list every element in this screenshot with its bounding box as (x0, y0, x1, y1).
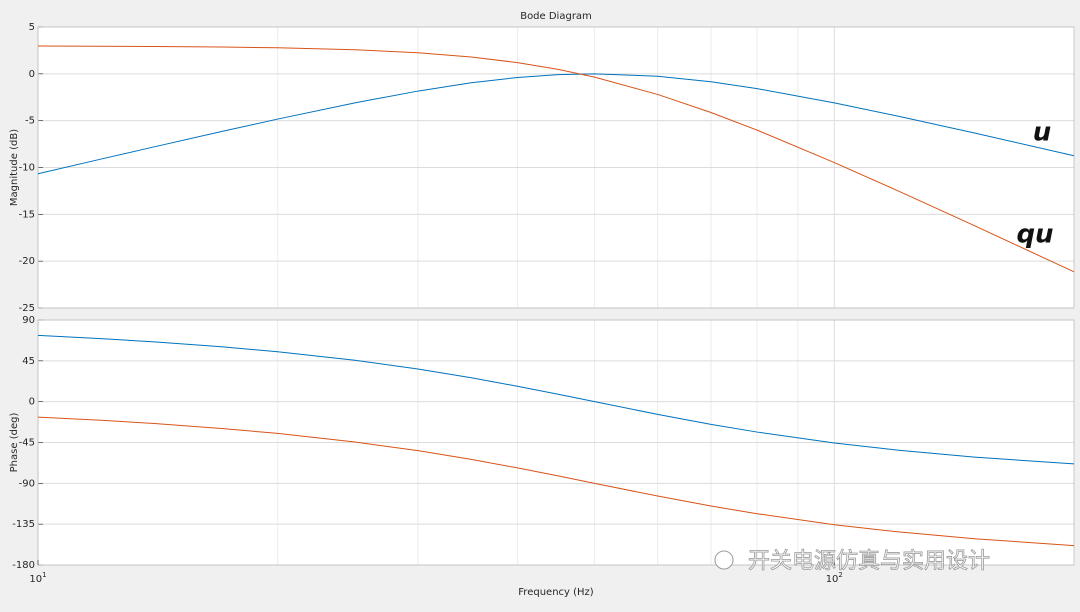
y-tick-label: 0 (29, 397, 35, 408)
series-line (37, 416, 1075, 547)
series-line (37, 334, 1075, 465)
y-tick-label: 90 (22, 315, 35, 326)
x-tick-label: 102 (826, 571, 843, 585)
x-tick-label: 101 (29, 571, 46, 585)
x-tick-base: 10 (826, 574, 839, 585)
series-annotation: qu (1016, 220, 1053, 250)
y-tick-label: -180 (12, 560, 35, 571)
y-tick-label: -10 (19, 163, 35, 174)
x-tick-exponent: 1 (42, 571, 46, 579)
y-axis-label: Magnitude (dB) (9, 129, 20, 206)
x-tick-exponent: 2 (838, 571, 842, 579)
y-tick-label: -90 (19, 478, 35, 489)
watermark: 开关电源仿真与实用设计 (748, 549, 990, 574)
x-tick-base: 10 (29, 574, 42, 585)
watermark-icon (714, 550, 734, 570)
y-tick-label: -20 (19, 256, 35, 267)
y-tick-label: -135 (12, 519, 35, 530)
y-tick-label: -45 (19, 438, 35, 449)
y-tick-label: -5 (25, 116, 35, 127)
y-tick-label: -15 (19, 209, 35, 220)
y-axis-label: Phase (deg) (9, 413, 20, 473)
y-tick-label: -25 (19, 303, 35, 314)
axes-box (37, 319, 1075, 566)
series-line (37, 45, 1075, 273)
y-tick-label: 5 (29, 22, 35, 33)
series-line (37, 73, 1075, 175)
y-tick-label: 0 (29, 69, 35, 80)
axes-box (37, 26, 1075, 309)
x-axis-label: Frequency (Hz) (518, 587, 594, 598)
y-tick-label: 45 (22, 356, 35, 367)
chart-title: Bode Diagram (520, 11, 592, 22)
series-annotation: u (1033, 118, 1052, 148)
